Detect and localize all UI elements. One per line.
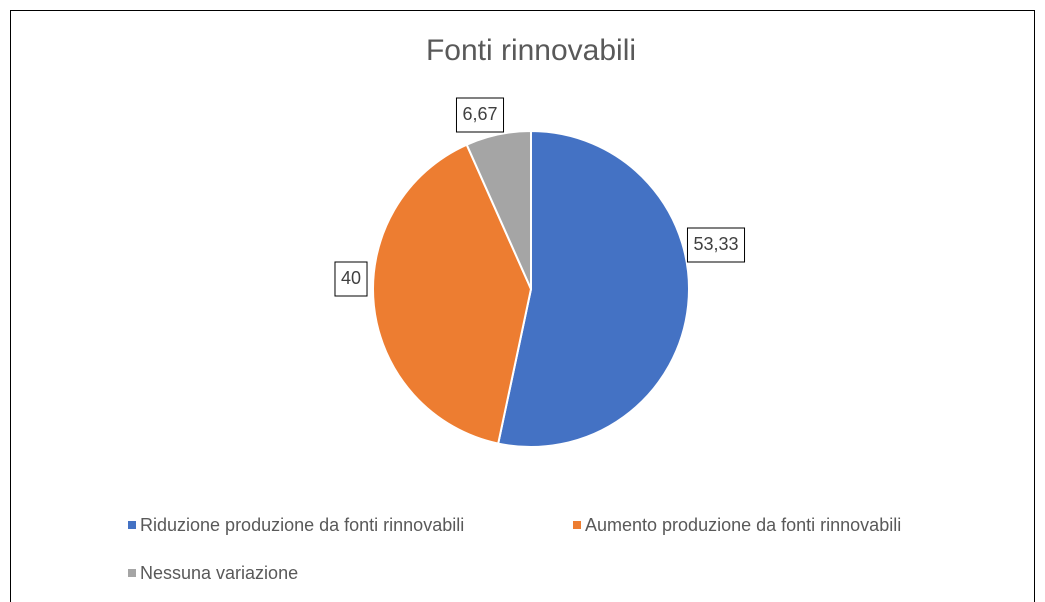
data-label: 40 <box>341 268 361 288</box>
data-label-box <box>455 97 505 133</box>
pie-slice <box>372 143 533 445</box>
legend-label: Nessuna variazione <box>140 563 298 583</box>
pie-slice <box>496 129 690 448</box>
legend-label: Riduzione produzione da fonti rinnovabil… <box>140 515 464 535</box>
legend-swatch <box>573 521 581 529</box>
legend-swatch <box>128 569 136 577</box>
data-label: 6,67 <box>462 104 497 124</box>
chart-title: Fonti rinnovabili <box>426 34 636 67</box>
legend-label: Aumento produzione da fonti rinnovabili <box>585 515 901 535</box>
data-label-box <box>334 261 368 297</box>
data-label: 53,33 <box>693 234 738 254</box>
pie-slice <box>465 129 532 290</box>
data-label-box <box>686 227 746 263</box>
legend-swatch <box>128 521 136 529</box>
